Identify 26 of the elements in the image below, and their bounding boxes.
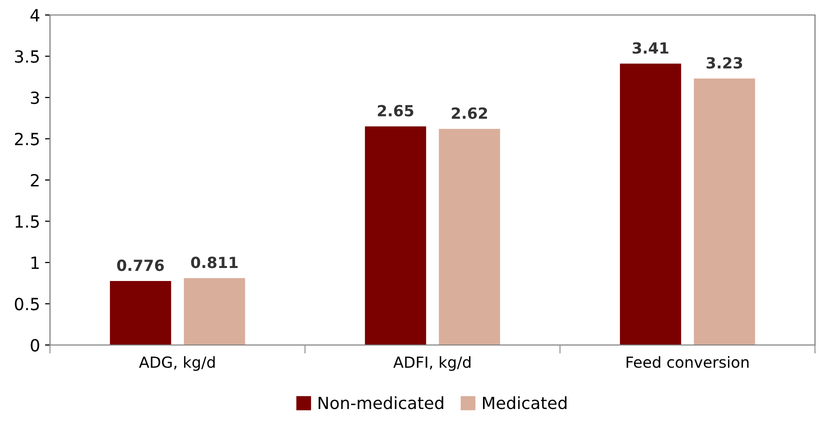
- data-label: 3.41: [632, 42, 668, 54]
- legend-label: Medicated: [483, 396, 566, 410]
- legend-label: Non-medicated: [318, 396, 444, 410]
- data-label: 3.23: [706, 57, 742, 69]
- y-tick-label: 2: [30, 174, 39, 186]
- x-tick-label: Feed conversion: [626, 356, 749, 368]
- y-tick-label: 4: [30, 9, 40, 22]
- y-tick-label: 1.5: [16, 215, 39, 228]
- x-tick-label: ADG, kg/d: [139, 356, 215, 371]
- x-tick-label: ADFI, kg/d: [393, 356, 470, 371]
- y-tick-label: 0: [30, 338, 40, 352]
- y-tick-label: 1: [32, 256, 39, 269]
- bar: [620, 64, 682, 345]
- y-tick-label: 3: [30, 91, 39, 104]
- data-label: 2.65: [378, 104, 414, 116]
- data-label: 2.62: [452, 107, 487, 119]
- y-tick-label: 0.5: [14, 298, 39, 310]
- y-tick-label: 3.5: [15, 50, 39, 63]
- bar: [184, 278, 246, 345]
- data-label: 0.776: [117, 260, 164, 272]
- y-tick-label: 2.5: [14, 132, 39, 146]
- bar: [364, 126, 426, 345]
- bar: [438, 128, 500, 345]
- bar: [694, 78, 756, 345]
- bar: [110, 280, 172, 345]
- data-label: 0.811: [191, 256, 238, 268]
